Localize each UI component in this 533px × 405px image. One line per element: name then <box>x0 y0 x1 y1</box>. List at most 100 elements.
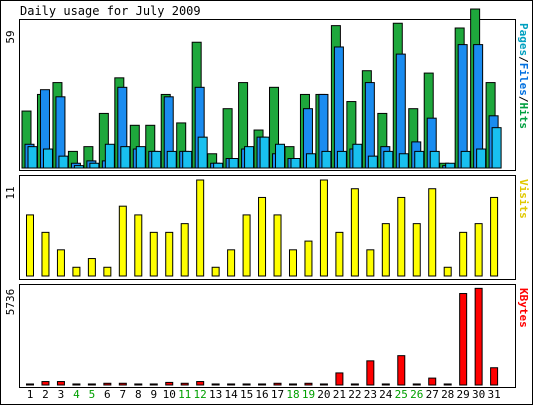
bar-visits-day-6 <box>103 266 112 277</box>
bar-visits-day-17 <box>273 214 282 277</box>
bar-kbytes-day-27 <box>428 377 437 386</box>
bar-pages-day-8 <box>135 146 146 169</box>
bar-pages-day-16 <box>259 136 270 169</box>
x-tick-label: 16 <box>255 388 268 401</box>
bar-pages-day-10 <box>166 150 177 169</box>
y-max-label: 59 <box>4 30 17 43</box>
bar-kbytes-day-5 <box>87 383 96 386</box>
x-tick-label: 9 <box>150 388 157 401</box>
panel-frame <box>19 284 516 388</box>
x-tick-label: 23 <box>364 388 377 401</box>
bar-pages-day-1 <box>27 146 38 169</box>
bar-visits-day-25 <box>397 196 406 277</box>
bar-pages-day-21 <box>336 150 347 169</box>
x-tick-label: 17 <box>271 388 284 401</box>
bar-visits-day-22 <box>350 188 359 277</box>
bar-visits-day-16 <box>258 196 267 277</box>
series-label-part: Visits <box>517 179 530 219</box>
bar-files-day-23 <box>364 82 375 169</box>
bar-pages-day-27 <box>429 150 440 169</box>
series-label-part: KBytes <box>517 288 530 328</box>
x-tick-label: 13 <box>209 388 222 401</box>
panel-visits: 11 Visits <box>4 175 530 280</box>
bar-pages-day-3 <box>58 155 69 169</box>
bar-kbytes-day-28 <box>443 383 452 386</box>
bar-visits-day-31 <box>490 196 499 277</box>
bar-visits-day-1 <box>26 214 34 277</box>
bar-kbytes-day-16 <box>258 383 267 386</box>
bar-pages-day-9 <box>151 150 162 169</box>
bar-kbytes-day-20 <box>319 383 328 386</box>
bar-visits-day-7 <box>118 205 127 277</box>
x-tick-label: 5 <box>89 388 96 401</box>
bar-visits-day-24 <box>381 223 390 277</box>
x-tick-label: 22 <box>348 388 361 401</box>
x-tick-label: 29 <box>457 388 470 401</box>
x-tick-label: 6 <box>104 388 111 401</box>
x-tick-label: 12 <box>194 388 207 401</box>
bar-kbytes-day-4 <box>72 383 81 386</box>
bar-pages-day-19 <box>305 153 316 169</box>
x-tick-label: 8 <box>135 388 142 401</box>
x-tick-label: 28 <box>441 388 454 401</box>
bar-visits-day-4 <box>72 266 81 277</box>
bar-visits-day-11 <box>180 223 189 277</box>
bar-kbytes-day-15 <box>242 383 251 386</box>
bar-kbytes-day-21 <box>335 372 344 386</box>
bar-pages-day-23 <box>367 155 378 169</box>
bar-visits-day-27 <box>428 188 437 277</box>
x-tick-label: 31 <box>487 388 500 401</box>
bar-kbytes-day-14 <box>227 383 236 386</box>
x-tick-label: 19 <box>302 388 315 401</box>
bar-pages-day-15 <box>244 146 255 169</box>
bar-pages-day-14 <box>228 158 239 169</box>
series-pages <box>27 127 502 169</box>
series-kbytes <box>26 287 499 386</box>
x-tick-label: 26 <box>410 388 423 401</box>
bar-pages-day-20 <box>321 150 332 169</box>
y-max-label: 5736 <box>4 289 17 316</box>
x-tick-label: 11 <box>178 388 191 401</box>
bar-visits-day-21 <box>335 231 344 277</box>
bar-visits-day-10 <box>165 231 174 277</box>
bar-pages-day-5 <box>89 162 100 169</box>
bar-kbytes-day-22 <box>350 383 359 386</box>
bar-pages-day-17 <box>275 143 286 169</box>
bar-kbytes-day-18 <box>288 383 297 386</box>
chart-title: Daily usage for July 2009 <box>20 4 201 18</box>
bar-files-day-25 <box>395 53 406 169</box>
bar-files-day-21 <box>333 46 344 169</box>
bar-visits-day-23 <box>366 249 375 277</box>
bar-pages-day-4 <box>73 165 84 169</box>
bar-visits-day-14 <box>227 249 236 277</box>
series-visits <box>26 179 499 277</box>
bar-kbytes-day-13 <box>211 383 220 386</box>
bar-kbytes-day-25 <box>397 355 406 386</box>
x-tick-label: 3 <box>58 388 65 401</box>
series-label-part: / <box>517 56 530 63</box>
x-axis-day-labels: 1 2 3 4 5 6 7 8 9 10 11 12 13 14 15 16 17 18 19 20 21 22 23 24 2… <box>27 388 501 401</box>
bar-pages-day-31 <box>491 127 502 169</box>
x-tick-label: 1 <box>27 388 34 401</box>
bar-pages-day-6 <box>104 143 115 169</box>
x-tick-label: 24 <box>379 388 393 401</box>
bar-visits-day-12 <box>196 179 205 277</box>
x-tick-label: 21 <box>333 388 346 401</box>
x-tick-label: 27 <box>426 388 439 401</box>
series-label-part: Pages <box>517 23 530 56</box>
series-label: Visits <box>517 179 530 219</box>
series-label: Pages/Files/Hits <box>517 23 530 129</box>
bar-kbytes-day-31 <box>490 367 499 386</box>
bar-visits-day-30 <box>474 223 483 277</box>
series-label-part: Hits <box>517 103 530 130</box>
bar-pages-day-13 <box>213 162 224 169</box>
bar-visits-day-3 <box>56 249 65 277</box>
bar-files-day-29 <box>457 44 468 169</box>
bar-kbytes-day-9 <box>149 383 158 386</box>
bar-visits-day-5 <box>87 258 96 277</box>
bar-visits-day-20 <box>319 179 328 277</box>
bar-pages-day-24 <box>383 150 394 169</box>
bar-visits-day-26 <box>412 223 421 277</box>
x-tick-label: 10 <box>163 388 176 401</box>
